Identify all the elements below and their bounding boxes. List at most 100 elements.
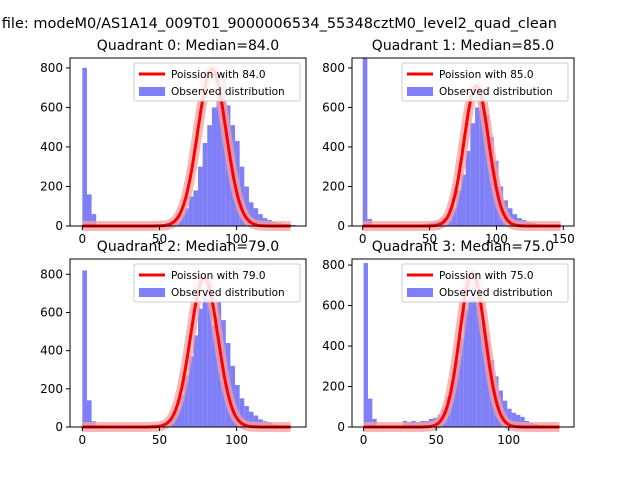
legend-hist-swatch	[407, 288, 433, 297]
histogram-bar	[198, 308, 203, 427]
histogram-bar	[475, 107, 480, 226]
chart-panel-0: 0 50 100 0 200 400 600 800 Quadrant 0: Median=84…	[40, 38, 307, 246]
legend-fit-label: Poission with 75.0	[439, 270, 534, 282]
y-tick-label: 400	[322, 140, 345, 154]
legend-fit-label: Poission with 84.0	[171, 69, 266, 81]
y-tick-label: 0	[337, 420, 345, 434]
histogram-bar	[184, 375, 189, 427]
histogram-bar	[468, 287, 473, 427]
histogram-bar	[367, 398, 373, 427]
histogram-bar	[207, 281, 212, 427]
legend-hist-label: Observed distribution	[171, 287, 285, 299]
histogram-bar	[460, 174, 466, 226]
histogram-bar	[202, 142, 208, 226]
histogram-bar	[193, 335, 199, 427]
y-tick-label: 600	[40, 305, 63, 319]
legend-box	[401, 62, 569, 102]
histogram-bar	[82, 270, 87, 427]
x-tick-label: 0	[79, 232, 87, 246]
histogram-bar	[451, 208, 457, 226]
histogram-bar	[207, 125, 212, 226]
histogram-bar	[86, 194, 92, 226]
histogram-bar	[211, 325, 217, 427]
y-tick-label: 200	[40, 179, 63, 193]
histogram-bar	[91, 214, 97, 226]
histogram-bar	[188, 196, 194, 226]
x-tick-label: 100	[497, 433, 520, 447]
histogram-bar	[179, 394, 185, 427]
x-tick-label: 0	[79, 433, 87, 447]
x-tick-label: 100	[225, 433, 248, 447]
histogram-bar	[174, 409, 180, 427]
x-tick-label: 0	[359, 232, 367, 246]
x-tick-label: 100	[485, 232, 508, 246]
y-tick-label: 800	[40, 61, 63, 75]
histogram-bar	[193, 190, 199, 226]
histogram-bar	[479, 89, 485, 226]
legend-hist-swatch	[139, 288, 165, 297]
histogram-bar	[188, 356, 194, 427]
y-tick-label: 200	[40, 382, 63, 396]
y-tick-label: 200	[322, 380, 345, 394]
histogram-bar	[86, 400, 92, 427]
histogram-bar	[244, 406, 249, 427]
figure-title: n file: modeM0/AS1A14_009T01_9000006534_…	[0, 16, 557, 32]
histogram-bar	[253, 208, 259, 226]
histogram-bar	[184, 208, 189, 226]
legend-hist-label: Observed distribution	[439, 287, 553, 299]
x-tick-label: 150	[552, 232, 575, 246]
histogram-bar	[481, 321, 486, 427]
y-tick-label: 400	[40, 344, 63, 358]
histogram-bar	[476, 297, 482, 427]
y-tick-label: 600	[40, 100, 63, 114]
y-tick-label: 600	[322, 299, 345, 313]
legend-hist-swatch	[139, 87, 165, 96]
histogram-bar	[211, 107, 217, 226]
histogram-bar	[253, 415, 259, 427]
histogram-bar	[363, 263, 368, 427]
x-tick-label: 50	[429, 433, 444, 447]
axes-frame	[351, 258, 575, 428]
x-tick-label: 50	[152, 433, 167, 447]
x-tick-label: 50	[152, 232, 167, 246]
histogram-bar	[465, 150, 471, 226]
histogram-bar	[511, 412, 516, 427]
chart-panel-1: 0 50 100 150 0 200 400 600 800 Quadrant 1: Median…	[322, 38, 575, 246]
y-tick-label: 400	[40, 140, 63, 154]
y-tick-label: 0	[55, 420, 63, 434]
x-tick-label: 50	[422, 232, 437, 246]
histogram-bar	[507, 408, 512, 427]
histogram-bar	[455, 360, 460, 427]
legend-hist-swatch	[407, 87, 433, 96]
histogram-bar	[202, 293, 208, 427]
y-tick-label: 800	[322, 61, 345, 75]
x-tick-label: 0	[360, 433, 368, 447]
histogram-bar	[459, 337, 464, 427]
histogram-bar	[456, 190, 461, 226]
panel-title: Quadrant 0: Median=84.0	[97, 38, 279, 54]
axes-frame	[351, 57, 575, 227]
legend-box	[401, 263, 569, 303]
histogram-bar	[216, 87, 222, 226]
histogram-bar	[258, 214, 263, 226]
histogram-bar	[463, 309, 469, 427]
histogram-bar	[244, 186, 249, 226]
histogram-bar	[221, 73, 226, 226]
legend-hist-label: Observed distribution	[439, 86, 553, 98]
y-tick-label: 800	[322, 258, 345, 272]
axes-frame	[69, 258, 307, 428]
histogram-bar	[248, 411, 254, 427]
histogram-bar	[362, 58, 368, 226]
legend-fit-label: Poission with 85.0	[439, 69, 534, 81]
y-tick-label: 600	[322, 100, 345, 114]
histogram-bar	[235, 385, 240, 427]
panel-title: Quadrant 2: Median=79.0	[97, 239, 279, 255]
histogram-bar	[82, 67, 87, 226]
panel-title: Quadrant 3: Median=75.0	[372, 239, 554, 255]
chart-panel-2: 0 50 100 0 200 400 600 800 Quadrant 2: Median=79…	[40, 239, 307, 447]
histogram-bar	[484, 115, 490, 226]
y-tick-label: 200	[322, 179, 345, 193]
legend-fit-label: Poission with 79.0	[171, 270, 266, 282]
axes-frame	[69, 57, 307, 227]
